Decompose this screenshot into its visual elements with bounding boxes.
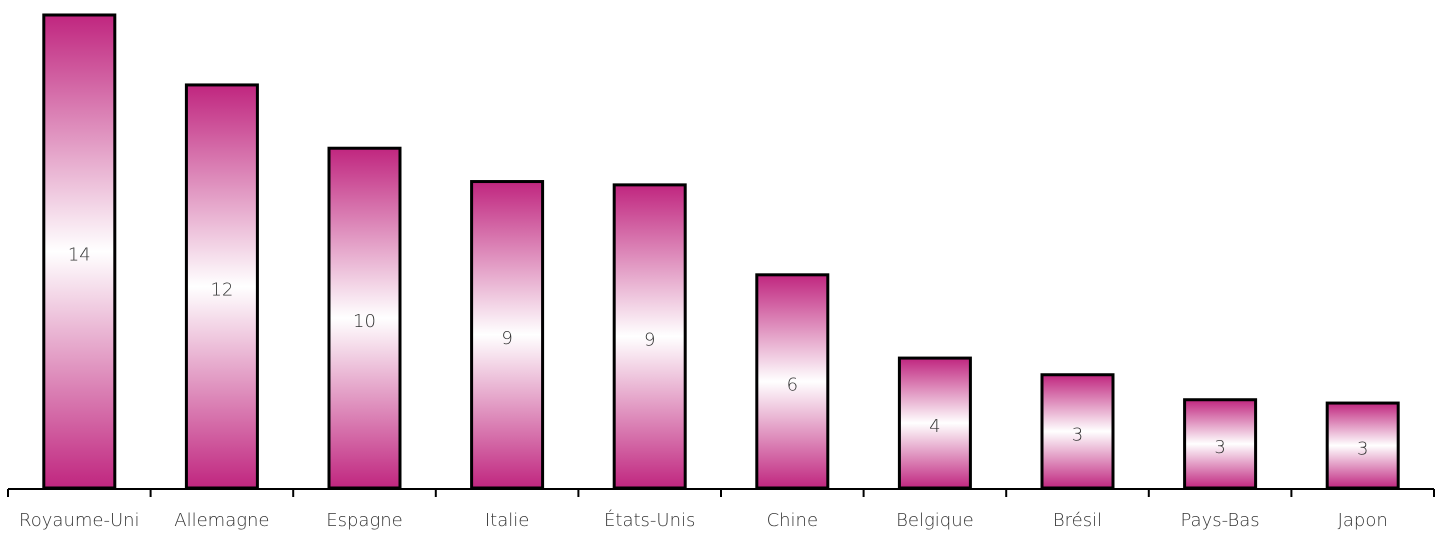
value-label: 3 bbox=[1214, 437, 1225, 458]
x-tick-label: Royaume-Uni bbox=[19, 510, 140, 531]
value-label: 6 bbox=[787, 374, 798, 395]
value-label: 9 bbox=[501, 328, 512, 349]
x-tick-label: États-Unis bbox=[604, 509, 695, 531]
bar bbox=[897, 356, 972, 490]
x-tick-label: Allemagne bbox=[174, 510, 269, 531]
x-tick-label: Brésil bbox=[1053, 510, 1102, 531]
bar bbox=[1183, 398, 1258, 490]
value-label: 9 bbox=[644, 329, 655, 350]
x-tick-label: Pays-Bas bbox=[1181, 510, 1260, 531]
value-label: 10 bbox=[353, 311, 376, 332]
value-label: 12 bbox=[210, 279, 233, 300]
value-label: 3 bbox=[1072, 424, 1083, 445]
bar bbox=[327, 146, 402, 490]
value-label: 3 bbox=[1357, 439, 1368, 460]
value-label: 4 bbox=[929, 416, 940, 437]
bar bbox=[1040, 373, 1115, 490]
value-label: 14 bbox=[68, 244, 91, 265]
x-tick-label: Chine bbox=[767, 510, 818, 531]
bar bbox=[612, 183, 687, 490]
x-tick-label: Japon bbox=[1338, 510, 1388, 531]
bar bbox=[470, 180, 545, 490]
x-tick-label: Espagne bbox=[326, 510, 403, 531]
bar bbox=[42, 13, 117, 490]
x-tick-label: Italie bbox=[485, 510, 529, 531]
bar bbox=[184, 83, 259, 490]
bar bbox=[1325, 401, 1400, 490]
bar bbox=[755, 273, 830, 490]
x-tick-label: Belgique bbox=[896, 510, 974, 531]
